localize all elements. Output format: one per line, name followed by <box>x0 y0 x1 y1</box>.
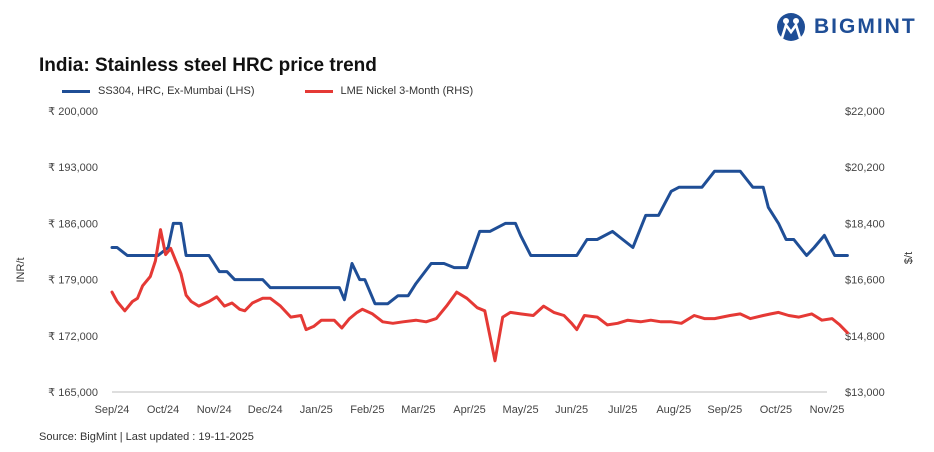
x-tick-label: Nov/25 <box>810 404 845 416</box>
x-tick-label: Oct/25 <box>760 404 792 416</box>
chart-legend: SS304, HRC, Ex-Mumbai (LHS) LME Nickel 3… <box>62 85 473 97</box>
x-tick-label: Jun/25 <box>555 404 588 416</box>
y-left-tick-label: ₹ 193,000 <box>48 162 98 174</box>
x-tick-label: Mar/25 <box>401 404 435 416</box>
series-layer <box>110 169 849 363</box>
y-right-tick-label: $22,000 <box>845 106 885 118</box>
x-tick-label: Apr/25 <box>453 404 485 416</box>
y-right-tick-label: $20,200 <box>845 162 885 174</box>
y-axis-left-label: INR/t <box>15 257 27 282</box>
x-tick-label: May/25 <box>503 404 539 416</box>
y-right-tick-label: $14,800 <box>845 331 885 343</box>
y-axis-right-label: $/t <box>903 252 915 264</box>
legend-swatch-lme-nickel <box>304 89 333 93</box>
series-line-lme-nickel <box>110 228 849 363</box>
x-tick-label: Sep/25 <box>707 404 742 416</box>
y-right-tick-label: $13,000 <box>845 387 885 399</box>
y-left-tick-label: ₹ 179,000 <box>48 275 98 287</box>
x-axis-ticks: Sep/24 Oct/24 Nov/24 Dec/24 Jan/25 Feb/25 Mar/… <box>95 404 845 416</box>
x-tick-label: Dec/24 <box>248 404 283 416</box>
x-tick-label: Jan/25 <box>300 404 333 416</box>
x-tick-label: Nov/24 <box>197 404 232 416</box>
y-right-tick-label: $18,400 <box>845 218 885 230</box>
y-left-tick-label: ₹ 172,000 <box>48 331 98 343</box>
source-note: Source: BigMint | Last updated : 19-11-2… <box>39 431 254 443</box>
chart-title: India: Stainless steel HRC price trend <box>39 55 377 76</box>
legend-item-ss304[interactable]: SS304, HRC, Ex-Mumbai (LHS) <box>62 85 255 97</box>
legend-item-lme-nickel[interactable]: LME Nickel 3-Month (RHS) <box>304 85 474 97</box>
brand-logo: BIGMINT <box>776 12 917 42</box>
x-tick-label: Aug/25 <box>656 404 691 416</box>
x-tick-label: Feb/25 <box>350 404 384 416</box>
y-left-tick-label: ₹ 200,000 <box>48 106 98 118</box>
x-tick-label: Oct/24 <box>147 404 179 416</box>
x-tick-label: Jul/25 <box>608 404 637 416</box>
y-left-tick-label: ₹ 186,000 <box>48 218 98 230</box>
left-axis-ticks: ₹ 200,000 ₹ 193,000 ₹ 186,000 ₹ 179,000 ₹ 17… <box>48 106 98 399</box>
legend-label-ss304: SS304, HRC, Ex-Mumbai (LHS) <box>98 85 255 97</box>
y-right-tick-label: $16,600 <box>845 275 885 287</box>
bigmint-logo-icon <box>777 13 805 41</box>
right-axis-ticks: $22,000 $20,200 $18,400 $16,600 $14,800 $13,0… <box>845 106 885 399</box>
brand-name: BIGMINT <box>814 15 917 38</box>
y-left-tick-label: ₹ 165,000 <box>48 387 98 399</box>
x-tick-label: Sep/24 <box>95 404 130 416</box>
series-line-ss304 <box>110 169 849 306</box>
legend-label-lme-nickel: LME Nickel 3-Month (RHS) <box>340 85 474 97</box>
legend-swatch-ss304 <box>62 89 90 93</box>
